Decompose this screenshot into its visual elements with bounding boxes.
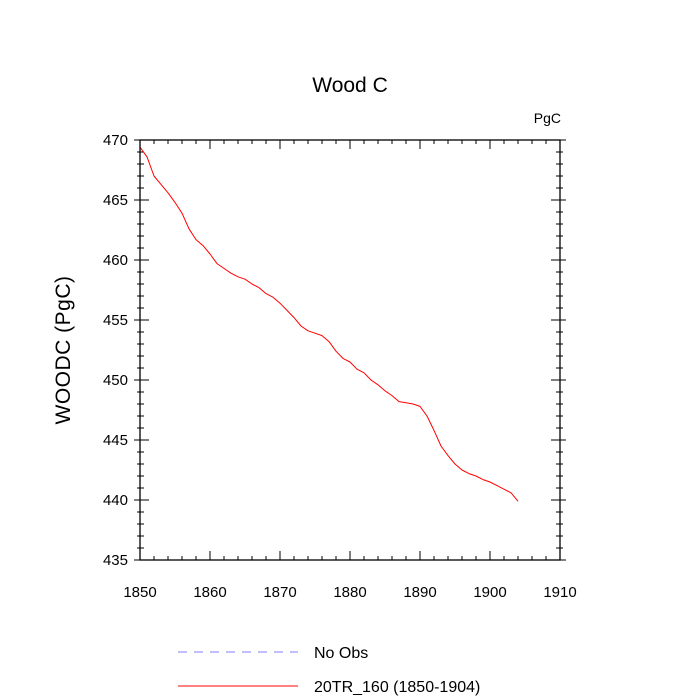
x-tick-label: 1870 [263, 584, 296, 601]
legend: No Obs 20TR_160 (1850-1904) [178, 645, 480, 696]
y-tick-label: 435 [103, 552, 128, 569]
series-line-1 [139, 146, 519, 502]
plot-frame [139, 139, 561, 561]
chart-title: Wood C [312, 74, 387, 97]
x-tick-label: 1850 [123, 584, 156, 601]
y-tick-label: 455 [103, 312, 128, 329]
tick-labels: 1850 1860 1870 1880 1890 1900 1910 435 440 445 450… [103, 132, 577, 601]
y-tick-label: 440 [103, 492, 128, 509]
x-tick-label: 1900 [473, 584, 506, 601]
y-tick-label: 465 [103, 192, 128, 209]
y-axis-label: WOODC (PgC) [52, 276, 75, 425]
legend-label-20tr-160: 20TR_160 (1850-1904) [314, 679, 480, 696]
y-tick-label: 470 [103, 132, 128, 149]
x-tick-label: 1910 [543, 584, 576, 601]
units-label: PgC [534, 110, 561, 126]
x-tick-label: 1880 [333, 584, 366, 601]
y-tick-label: 445 [103, 432, 128, 449]
x-tick-label: 1890 [403, 584, 436, 601]
y-tick-label: 450 [103, 372, 128, 389]
x-tick-label: 1860 [193, 584, 226, 601]
legend-label-no-obs: No Obs [314, 645, 368, 662]
plot-area [139, 146, 519, 502]
y-tick-label: 460 [103, 252, 128, 269]
